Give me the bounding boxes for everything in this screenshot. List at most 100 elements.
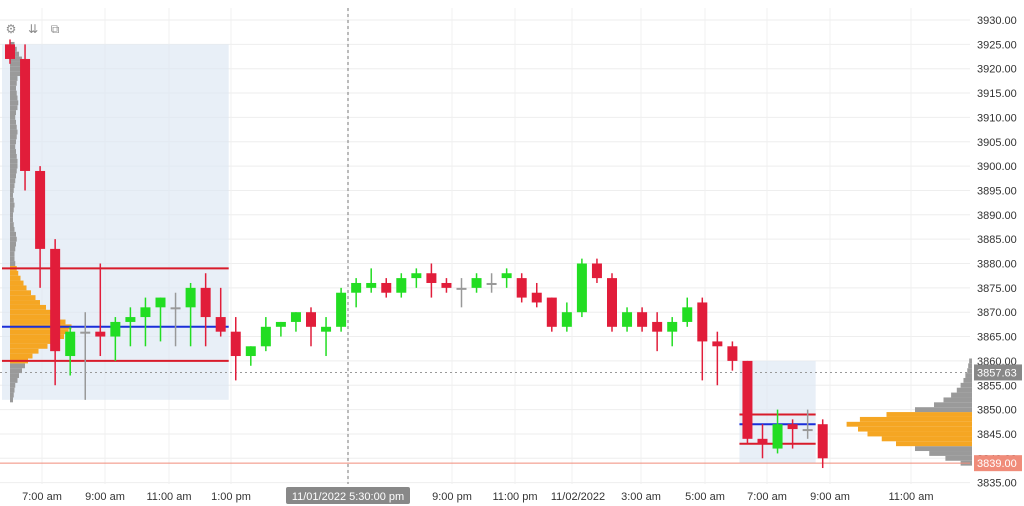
copy-icon[interactable]: ⧉	[50, 22, 60, 36]
candle-body	[20, 58, 31, 171]
gear-icon[interactable]: ⚙	[5, 22, 17, 36]
profile-bar	[859, 416, 972, 422]
profile-bar	[858, 426, 972, 432]
profile-bar	[10, 363, 25, 369]
candle-body	[802, 429, 813, 432]
profile-bar	[10, 119, 16, 125]
crosshair-price-badge: 3857.63	[974, 364, 1022, 381]
x-tick-label: 7:00 am	[747, 491, 787, 503]
profile-bar	[10, 382, 16, 388]
candle	[667, 317, 678, 347]
volume-profile-session-1	[10, 41, 72, 403]
candle	[170, 292, 181, 347]
candle-body	[125, 317, 136, 322]
candle-body	[591, 263, 602, 279]
profile-bar	[10, 110, 16, 115]
y-tick-label: 3905.00	[977, 137, 1017, 149]
candle-body	[622, 312, 633, 327]
candle	[336, 287, 347, 332]
candle	[50, 239, 61, 386]
y-tick-label: 3845.00	[977, 429, 1017, 441]
candle-body	[516, 278, 527, 298]
candle-body	[381, 282, 392, 293]
candle-body	[817, 424, 828, 459]
candle	[787, 419, 798, 449]
candle-body	[607, 278, 617, 327]
profile-bar	[10, 353, 33, 359]
candle	[591, 258, 602, 283]
profile-bar	[10, 212, 13, 218]
candle	[396, 273, 407, 298]
x-tick-label: 1:00 pm	[211, 491, 251, 503]
candle-body	[306, 312, 316, 327]
profile-bar	[10, 329, 69, 335]
y-tick-label: 3855.00	[977, 380, 1017, 392]
y-axis: 3835.003840.003845.003850.003855.003860.…	[977, 15, 1017, 490]
candle	[561, 302, 572, 332]
x-tick-label: 11/02/2022	[551, 491, 605, 503]
candle	[140, 297, 151, 347]
profile-bar	[10, 348, 39, 354]
y-tick-label: 3925.00	[977, 39, 1017, 51]
candle	[757, 424, 768, 459]
candle	[471, 273, 482, 293]
candle-body	[456, 287, 467, 290]
candle	[260, 317, 271, 352]
candle-body	[185, 287, 196, 308]
profile-bar	[10, 256, 15, 262]
candle-body	[95, 331, 106, 337]
profile-bar	[10, 95, 18, 101]
profile-bar	[10, 246, 16, 252]
profile-bar	[10, 300, 40, 305]
candle-body	[336, 292, 347, 327]
candle-body	[50, 248, 61, 352]
profile-bar	[929, 451, 972, 456]
candle	[95, 263, 106, 357]
candle-body	[155, 297, 166, 308]
profile-bar	[10, 319, 66, 325]
profile-bar	[10, 387, 15, 393]
candle-body	[486, 282, 497, 285]
x-tick-label: 11:00 am	[888, 491, 933, 503]
profile-bar	[10, 251, 15, 257]
candle-body	[35, 170, 46, 249]
candle	[215, 287, 226, 337]
y-tick-label: 3900.00	[977, 161, 1017, 173]
y-tick-label: 3885.00	[977, 234, 1017, 246]
profile-bar	[10, 227, 15, 232]
profile-bar	[10, 115, 16, 120]
candle-body	[471, 278, 482, 288]
candle	[802, 409, 813, 439]
profile-bar	[10, 188, 14, 193]
profile-bar	[10, 368, 22, 374]
candle	[607, 273, 617, 332]
y-tick-label: 3850.00	[977, 405, 1017, 417]
candle-body	[727, 346, 738, 361]
profile-bar	[10, 334, 64, 340]
candle	[245, 346, 256, 366]
profile-bar	[10, 129, 18, 135]
candle-body	[140, 307, 151, 318]
candle-body	[637, 312, 648, 327]
y-tick-label: 3910.00	[977, 112, 1017, 124]
candle	[35, 166, 46, 288]
sort-icon[interactable]: ⇊	[27, 22, 39, 36]
candle	[652, 312, 663, 352]
candle-body	[396, 278, 407, 293]
profile-bar	[10, 202, 15, 208]
x-axis: 7:00 am 9:00 am 11:00 am 1:00 pm 9:00 pm 11:0…	[22, 491, 933, 503]
candle-body	[682, 307, 693, 322]
profile-bar	[881, 436, 972, 442]
candle	[637, 307, 648, 332]
profile-bar	[10, 339, 57, 344]
profile-bar	[10, 153, 17, 159]
crosshair-time-bg	[286, 487, 410, 504]
volume-profile-right	[846, 358, 972, 466]
crosshair-time-badge: 11/01/2022 5:30:00 pm	[286, 487, 410, 504]
candle	[817, 419, 828, 469]
candle	[275, 321, 286, 337]
profile-bar	[10, 178, 16, 184]
candle	[65, 326, 76, 376]
profile-bar	[10, 373, 19, 378]
